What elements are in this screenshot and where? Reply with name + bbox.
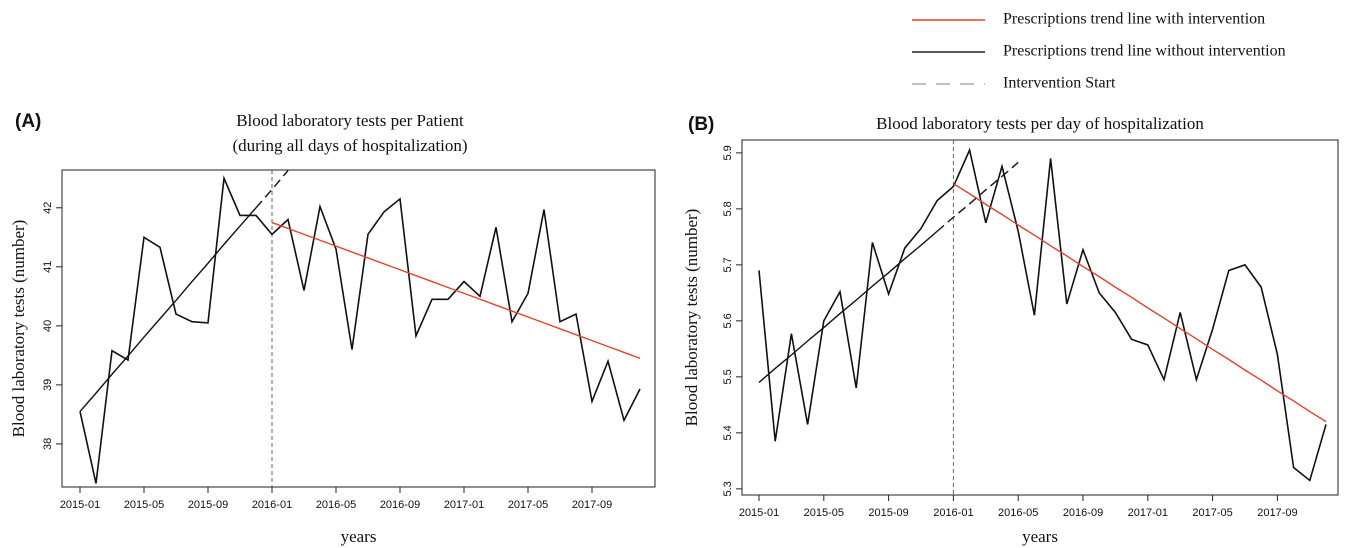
chart-title: Blood laboratory tests per Patient xyxy=(236,111,464,130)
x-tick-label: 2016-09 xyxy=(1063,507,1103,519)
x-tick-label: 2016-01 xyxy=(252,499,292,511)
y-tick-label: 41 xyxy=(42,261,54,273)
y-tick-label: 5.4 xyxy=(722,425,734,440)
panel-label: (A) xyxy=(15,111,41,132)
series-line xyxy=(953,183,1327,423)
legend-label: Prescriptions trend line with interventi… xyxy=(1003,11,1265,28)
panel-label: (B) xyxy=(688,114,714,135)
x-tick-label: 2015-01 xyxy=(739,507,779,519)
plot-area xyxy=(79,170,641,484)
series-line xyxy=(255,170,289,209)
y-axis-label: Blood laboratory tests (number) xyxy=(9,220,28,438)
series-line xyxy=(79,207,257,412)
y-tick-label: 38 xyxy=(42,438,54,450)
y-tick-label: 5.5 xyxy=(722,369,734,384)
plot-frame xyxy=(741,139,1339,496)
plot-area xyxy=(758,147,1327,482)
series-line xyxy=(758,230,938,383)
x-tick-label: 2015-09 xyxy=(188,499,228,511)
chart-title: Blood laboratory tests per day of hospit… xyxy=(876,114,1204,133)
x-tick-label: 2016-05 xyxy=(998,507,1038,519)
y-tick-label: 5.7 xyxy=(722,257,734,272)
x-tick-label: 2017-09 xyxy=(1257,507,1297,519)
x-axis-label: years xyxy=(341,527,377,546)
chart-title: (during all days of hospitalization) xyxy=(232,136,467,155)
legend-label: Prescriptions trend line without interve… xyxy=(1003,43,1286,60)
x-tick-label: 2017-01 xyxy=(444,499,484,511)
x-tick-label: 2016-05 xyxy=(316,499,356,511)
x-axis-label: years xyxy=(1022,527,1058,546)
y-tick-label: 5.9 xyxy=(722,145,734,160)
y-tick-label: 39 xyxy=(42,379,54,391)
legend-label: Intervention Start xyxy=(1003,75,1116,92)
y-tick-label: 5.3 xyxy=(722,481,734,496)
x-tick-label: 2015-01 xyxy=(60,499,100,511)
x-tick-label: 2015-05 xyxy=(124,499,164,511)
series-line xyxy=(936,161,1019,232)
x-tick-label: 2017-01 xyxy=(1128,507,1168,519)
y-tick-label: 42 xyxy=(42,202,54,214)
series-line xyxy=(758,147,1327,482)
x-tick-label: 2016-01 xyxy=(933,507,973,519)
y-tick-label: 5.6 xyxy=(722,313,734,328)
y-tick-label: 40 xyxy=(42,320,54,332)
x-tick-label: 2015-09 xyxy=(868,507,908,519)
x-tick-label: 2015-05 xyxy=(804,507,844,519)
series-line xyxy=(271,221,641,359)
x-tick-label: 2017-05 xyxy=(508,499,548,511)
x-tick-label: 2017-05 xyxy=(1192,507,1232,519)
y-axis-label: Blood laboratory tests (number) xyxy=(682,209,701,427)
x-tick-label: 2016-09 xyxy=(380,499,420,511)
series-line xyxy=(79,175,641,484)
plot-frame xyxy=(61,169,656,488)
y-tick-label: 5.8 xyxy=(722,201,734,216)
x-tick-label: 2017-09 xyxy=(572,499,612,511)
